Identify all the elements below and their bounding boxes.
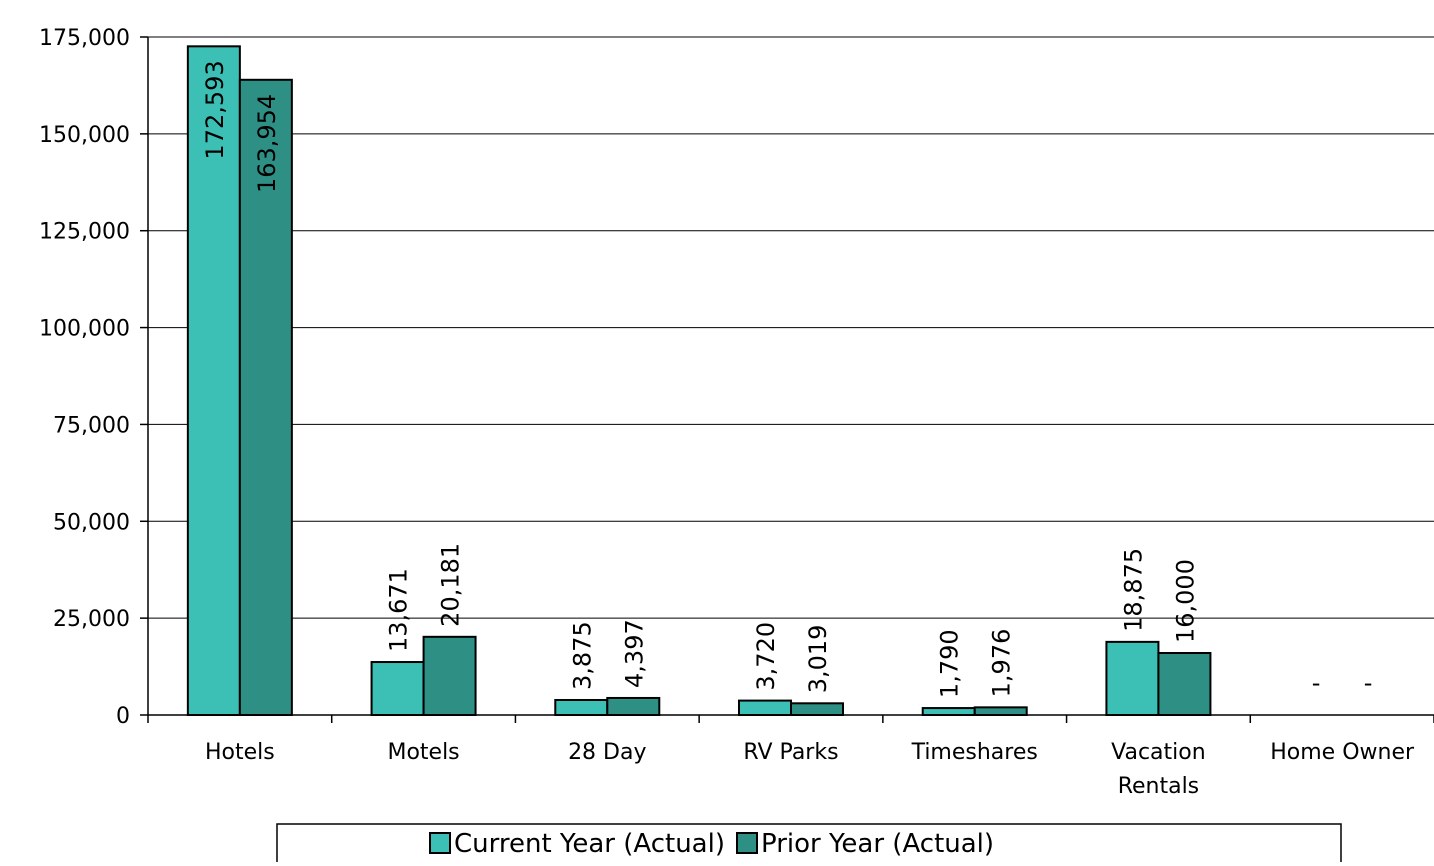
x-tick-label: Home Owner bbox=[1270, 740, 1415, 765]
data-label-1-6: - bbox=[1364, 669, 1373, 697]
data-label-0-4: 1,790 bbox=[936, 629, 964, 698]
y-tick-label: 75,000 bbox=[53, 413, 130, 438]
x-tick-label: 28 Day bbox=[568, 740, 646, 765]
data-label-0-6: - bbox=[1312, 669, 1321, 697]
x-tick-label: Hotels bbox=[205, 740, 275, 765]
y-tick-label: 150,000 bbox=[39, 123, 130, 148]
bar-1-3 bbox=[790, 702, 844, 716]
bar-0-1 bbox=[370, 661, 425, 717]
data-label-1-1: 20,181 bbox=[437, 543, 465, 627]
data-label-1-5: 16,000 bbox=[1171, 559, 1199, 643]
y-tick-label: 125,000 bbox=[39, 220, 130, 245]
gridlines bbox=[148, 36, 1434, 619]
bar-0-0 bbox=[186, 45, 241, 717]
data-label-1-3: 3,019 bbox=[804, 625, 832, 694]
data-label-0-2: 3,875 bbox=[568, 621, 596, 690]
bar-1-5 bbox=[1157, 652, 1212, 716]
x-tick-label: RV Parks bbox=[743, 740, 838, 765]
y-tick-label: 100,000 bbox=[39, 317, 130, 342]
bar-0-5 bbox=[1105, 640, 1160, 717]
legend-box bbox=[276, 823, 1342, 866]
data-label-1-0: 163,954 bbox=[253, 94, 281, 193]
y-tick-label: 175,000 bbox=[39, 26, 130, 51]
data-label-1-2: 4,397 bbox=[620, 619, 648, 688]
y-tick-label: 50,000 bbox=[53, 510, 130, 535]
bar-1-1 bbox=[422, 635, 477, 717]
data-label-0-1: 13,671 bbox=[385, 568, 413, 652]
data-labels: 172,593 13,671 3,875 3,720 1,790 18,875 - 163,9… bbox=[201, 60, 1373, 698]
bar-1-2 bbox=[606, 696, 661, 717]
legend-swatch-1 bbox=[736, 832, 758, 854]
axes: 0 25,000 50,000 75,000 100,000 125,000 150,000… bbox=[39, 26, 1434, 799]
data-label-0-0: 172,593 bbox=[201, 60, 229, 159]
bar-0-4 bbox=[921, 707, 976, 716]
legend: Current Year (Actual) Prior Year (Actual) bbox=[276, 823, 1342, 866]
bars bbox=[186, 45, 1212, 717]
data-label-0-3: 3,720 bbox=[752, 622, 780, 691]
legend-label-0: Current Year (Actual) bbox=[454, 829, 725, 859]
bar-1-0 bbox=[238, 78, 293, 717]
legend-label-1: Prior Year (Actual) bbox=[761, 829, 994, 859]
x-tick-label: Timeshares bbox=[911, 740, 1038, 765]
bar-1-4 bbox=[973, 706, 1028, 717]
y-tick-label: 25,000 bbox=[53, 607, 130, 632]
data-label-1-4: 1,976 bbox=[988, 629, 1016, 698]
x-tick-label: Vacation Rentals bbox=[1111, 740, 1206, 799]
y-tick-label: 0 bbox=[116, 704, 130, 729]
x-tick-label: Motels bbox=[387, 740, 459, 765]
data-label-0-5: 18,875 bbox=[1119, 548, 1147, 632]
bar-0-3 bbox=[738, 699, 792, 716]
bar-0-2 bbox=[554, 698, 609, 716]
legend-swatch-0 bbox=[429, 832, 451, 854]
